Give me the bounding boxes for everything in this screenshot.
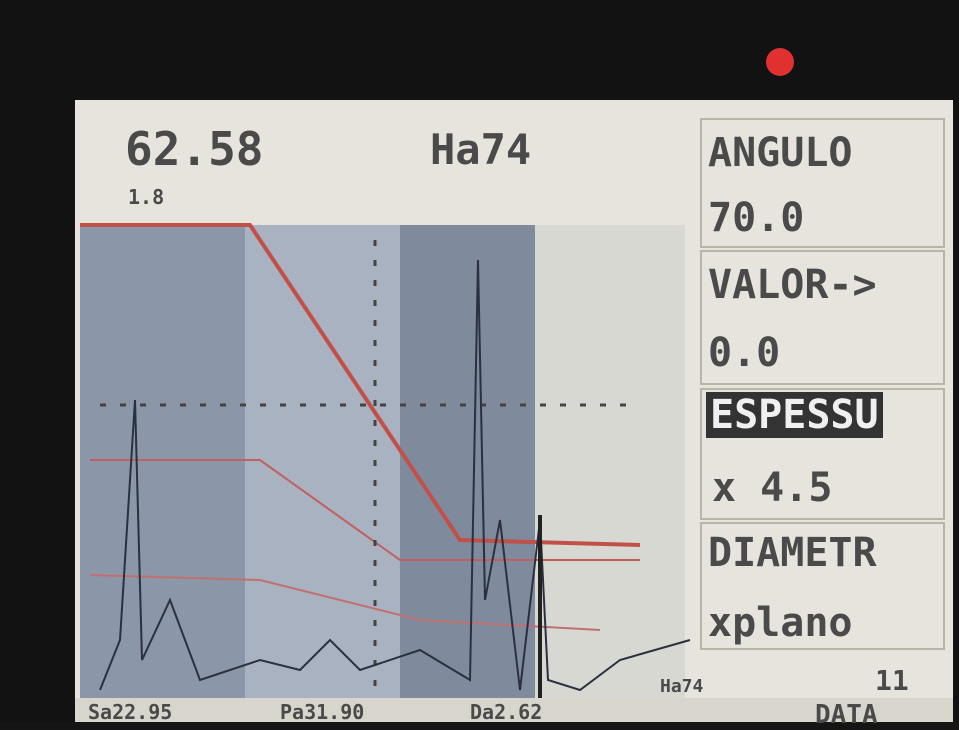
power-led	[766, 48, 794, 76]
tab[interactable]: DATA	[815, 700, 878, 730]
status-surface: Sa22.95	[88, 700, 172, 724]
gate-zone	[80, 225, 245, 700]
status-amplitude: Ha74	[660, 676, 703, 697]
menu-label: ANGULO	[708, 130, 853, 176]
menu-value: x 4.5	[712, 465, 832, 511]
page-number: 11	[875, 664, 909, 697]
menu-label: VALOR->	[708, 262, 877, 308]
amplitude: Ha74	[430, 125, 531, 174]
gate-label: 1.8	[128, 185, 164, 209]
gate-zone	[535, 225, 685, 700]
menu-label-selected[interactable]: ESPESSU	[706, 392, 883, 438]
sound-path: 62.58	[125, 122, 263, 176]
menu-label: DIAMETR	[708, 530, 877, 576]
gate-zone	[245, 225, 400, 700]
status-depth: Da2.62	[470, 700, 542, 724]
menu-value: 0.0	[708, 330, 780, 376]
gate-zone	[400, 225, 535, 700]
device-photo: 62.58 Ha74 1.8 ANGULO 70.0 VALOR-> 0.0 E…	[0, 0, 959, 722]
status-projection: Pa31.90	[280, 700, 364, 724]
menu-value: 70.0	[708, 195, 804, 241]
menu-value: xplano	[708, 600, 853, 646]
